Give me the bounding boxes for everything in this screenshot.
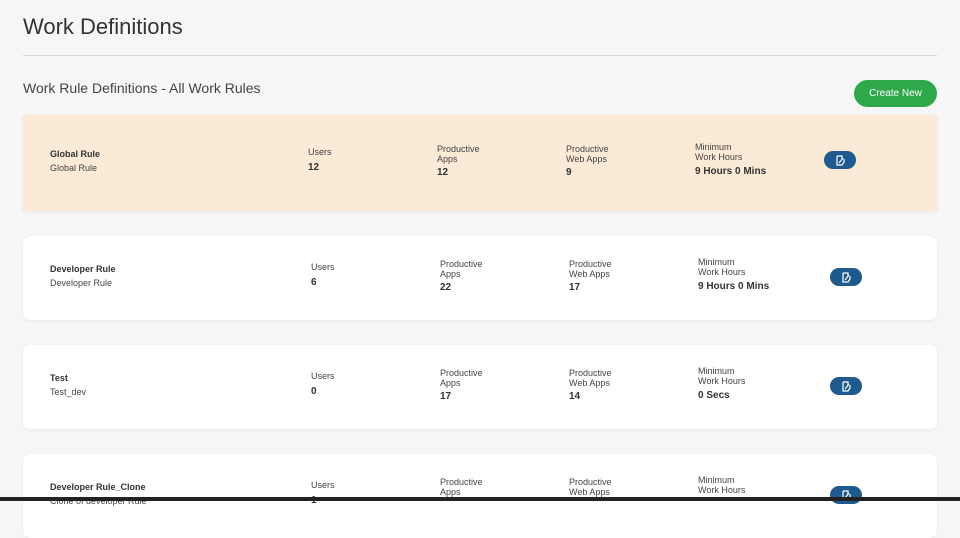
productive-apps-cell: Productive Apps 12 xyxy=(437,144,480,178)
label: Productive xyxy=(566,144,609,154)
productive-apps-value: 22 xyxy=(440,282,452,293)
minimum-work-hours-cell: Minimum Work Hours xyxy=(698,475,745,500)
edit-rule-button[interactable] xyxy=(830,377,862,395)
label: Productive xyxy=(569,477,612,487)
users-label: Users xyxy=(311,371,335,381)
productive-apps-value: 17 xyxy=(440,391,452,402)
create-new-button[interactable]: Create New xyxy=(854,80,937,107)
users-cell: Users 0 xyxy=(311,371,335,397)
users-value: 12 xyxy=(308,162,320,173)
label: Work Hours xyxy=(698,267,746,277)
productive-web-apps-cell: Productive Web Apps 17 xyxy=(569,259,612,293)
minimum-work-hours-value: 9 Hours 0 Mins xyxy=(698,281,770,292)
label: Minimum xyxy=(698,366,735,376)
rule-info: Developer Rule_Clone Clone of developer … xyxy=(50,482,147,506)
label: Web Apps xyxy=(569,269,610,279)
label: Web Apps xyxy=(566,154,607,164)
productive-web-apps-value: 17 xyxy=(569,282,581,293)
rule-description: Test_dev xyxy=(50,387,87,397)
rule-info: Developer Rule Developer Rule xyxy=(50,264,116,288)
label: Productive xyxy=(437,144,480,154)
edit-icon xyxy=(842,271,851,283)
productive-web-apps-cell: Productive Web Apps xyxy=(569,477,612,501)
label: Work Hours xyxy=(698,485,746,495)
rule-name: Global Rule xyxy=(50,149,101,159)
label: Apps xyxy=(440,487,461,497)
label: Web Apps xyxy=(569,487,610,497)
users-value: 0 xyxy=(311,386,317,397)
label: Web Apps xyxy=(569,378,610,388)
users-cell: Users 12 xyxy=(308,147,332,173)
section-title: Work Rule Definitions - All Work Rules xyxy=(23,80,261,96)
productive-web-apps-cell: Productive Web Apps 9 xyxy=(566,144,609,178)
users-value: 6 xyxy=(311,277,317,288)
rule-name: Developer Rule_Clone xyxy=(50,482,146,492)
rule-card: Developer Rule Developer Rule Users 6 Pr… xyxy=(23,236,937,320)
label: Minimum xyxy=(698,475,735,485)
label: Work Hours xyxy=(698,376,746,386)
rule-card: Global Rule Global Rule Users 12 Product… xyxy=(23,115,937,211)
label: Apps xyxy=(440,269,461,279)
label: Apps xyxy=(437,154,458,164)
rule-description: Global Rule xyxy=(50,163,98,173)
label: Productive xyxy=(440,368,483,378)
edit-icon xyxy=(836,154,845,166)
productive-apps-cell: Productive Apps 17 xyxy=(440,368,483,402)
label: Productive xyxy=(440,477,483,487)
users-cell: Users 1 xyxy=(311,480,335,506)
minimum-work-hours-cell: Minimum Work Hours 0 Secs xyxy=(698,366,745,401)
rule-name: Test xyxy=(50,373,68,383)
rule-name: Developer Rule xyxy=(50,264,116,274)
productive-apps-cell: Productive Apps xyxy=(440,477,483,501)
users-label: Users xyxy=(308,147,332,157)
minimum-work-hours-value: 9 Hours 0 Mins xyxy=(695,166,767,177)
label: Minimum xyxy=(695,142,732,152)
users-label: Users xyxy=(311,262,335,272)
label: Productive xyxy=(569,259,612,269)
productive-apps-cell: Productive Apps 22 xyxy=(440,259,483,293)
label: Minimum xyxy=(698,257,735,267)
productive-web-apps-value: 9 xyxy=(566,167,572,178)
minimum-work-hours-value: 0 Secs xyxy=(698,390,730,401)
productive-web-apps-value: 14 xyxy=(569,391,581,402)
minimum-work-hours-cell: Minimum Work Hours 9 Hours 0 Mins xyxy=(698,257,769,292)
productive-apps-value: 12 xyxy=(437,167,449,178)
taskbar xyxy=(0,497,960,501)
users-label: Users xyxy=(311,480,335,490)
edit-rule-button[interactable] xyxy=(830,268,862,286)
rule-info: Global Rule Global Rule xyxy=(50,149,100,173)
page-title: Work Definitions xyxy=(23,14,183,39)
divider xyxy=(23,55,937,56)
label: Work Hours xyxy=(695,152,743,162)
minimum-work-hours-cell: Minimum Work Hours 9 Hours 0 Mins xyxy=(695,142,766,177)
rule-card: Developer Rule_Clone Clone of developer … xyxy=(23,454,937,538)
rule-card: Test Test_dev Users 0 Productive Apps 17 … xyxy=(23,345,937,429)
rule-description: Developer Rule xyxy=(50,278,113,288)
label: Productive xyxy=(569,368,612,378)
users-cell: Users 6 xyxy=(311,262,335,288)
edit-icon xyxy=(842,380,851,392)
label: Apps xyxy=(440,378,461,388)
rule-info: Test Test_dev xyxy=(50,373,86,397)
label: Productive xyxy=(440,259,483,269)
edit-rule-button[interactable] xyxy=(824,151,856,169)
edit-rule-button[interactable] xyxy=(830,486,862,504)
productive-web-apps-cell: Productive Web Apps 14 xyxy=(569,368,612,402)
